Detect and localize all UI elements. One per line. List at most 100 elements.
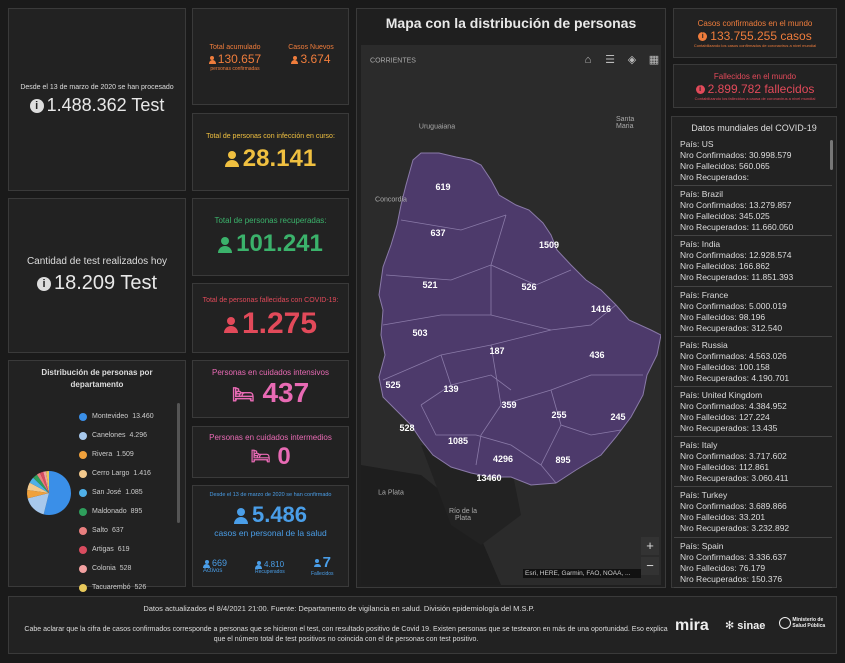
legend-label: Colonia <box>92 565 116 572</box>
intensive-care-panel: Personas en cuidados intensivos 🛏 437 <box>192 360 349 418</box>
tests-today-value-row: i 18.209 Test <box>36 272 157 295</box>
legend-dot <box>79 412 87 421</box>
pie-slice[interactable] <box>43 471 49 493</box>
legend-value: 4.296 <box>129 432 147 439</box>
zoom-in-button[interactable]: + <box>641 537 659 555</box>
legend-item[interactable]: Artigas 619 <box>79 540 175 559</box>
pie-slice[interactable] <box>27 493 49 515</box>
dept-value-label[interactable]: 4296 <box>492 454 514 464</box>
pie-slice[interactable] <box>33 474 49 493</box>
pie-slice[interactable] <box>46 471 49 493</box>
place-label: CORRIENTES <box>370 57 416 65</box>
world-country-fall: Nro Fallecidos: 112.861 <box>680 462 770 473</box>
dept-value-label[interactable]: 1416 <box>590 304 612 314</box>
world-confirmed-sub: Contabilizando los casos confirmados de … <box>693 42 817 48</box>
legend-item[interactable]: Rivera 1.509 <box>79 445 175 464</box>
zoom-out-button[interactable]: − <box>641 557 659 575</box>
legend-item[interactable]: Maldonado 895 <box>79 502 175 521</box>
legend-dot <box>79 431 87 440</box>
dept-value-label[interactable]: 187 <box>489 346 505 356</box>
dept-value-label[interactable]: 359 <box>501 400 517 410</box>
dept-value-label[interactable]: 521 <box>422 280 438 290</box>
dept-value-label[interactable]: 245 <box>610 412 626 422</box>
world-country-conf: Nro Confirmados: 3.689.866 <box>680 501 787 512</box>
world-country-conf: Nro Confirmados: 4.384.952 <box>680 400 787 411</box>
distribution-pie-chart <box>27 471 71 515</box>
basemap-icon[interactable]: ▦ <box>648 54 660 66</box>
map-view[interactable]: CORRIENTES Uruguaiana Santa Maria Concor… <box>361 45 661 585</box>
dept-value-label[interactable]: 528 <box>399 423 415 433</box>
world-country-item[interactable]: País: India Nro Confirmados: 12.928.574 Nr… <box>674 236 832 287</box>
dept-value-label[interactable]: 13460 <box>476 473 502 483</box>
legend-item[interactable]: Canelones 4.296 <box>79 426 175 445</box>
distribution-scrollbar[interactable] <box>177 403 180 523</box>
world-country-rec: Nro Recuperados: 3.232.892 <box>680 523 790 534</box>
pie-slice[interactable] <box>40 471 49 493</box>
world-country-rec: Nro Recuperados: 312.540 <box>680 322 783 333</box>
intensive-care-value: 437 <box>262 377 310 409</box>
legend-label: Cerro Largo <box>92 470 130 477</box>
legend-value: 619 <box>117 546 130 553</box>
place-label: Río de la Plata <box>448 508 478 522</box>
dept-value-label[interactable]: 503 <box>412 328 428 338</box>
dept-value-label[interactable]: 895 <box>555 455 571 465</box>
world-country-item[interactable]: País: Turkey Nro Confirmados: 3.689.866 Nr… <box>674 487 832 538</box>
health-staff-recovered: 4.810 Recuperados <box>255 560 285 575</box>
intermediate-care-panel: Personas en cuidados intermedios 🛏 0 <box>192 426 349 478</box>
legend-item[interactable]: Tacuarembó 526 <box>79 578 175 597</box>
list-icon[interactable]: ☰ <box>605 54 615 66</box>
dept-value-label[interactable]: 525 <box>385 380 401 390</box>
home-icon[interactable]: ⌂ <box>584 54 592 66</box>
world-list-scrollbar[interactable] <box>830 140 833 170</box>
deaths-value-row: 1.275 <box>223 307 317 341</box>
sinae-logo-text: sinae <box>737 620 766 632</box>
legend-item[interactable]: Montevideo 13.460 <box>79 407 175 426</box>
health-staff-recovered-label: Recuperados <box>255 569 285 575</box>
dept-value-label[interactable]: 436 <box>589 350 605 360</box>
layers-icon[interactable]: ◈ <box>627 54 637 66</box>
dept-value-label[interactable]: 619 <box>435 182 451 192</box>
world-list[interactable]: País: US Nro Confirmados: 30.998.579 Nro F… <box>674 136 832 588</box>
intermediate-care-value-row: 🛏 0 <box>250 443 290 472</box>
dept-value-label[interactable]: 1085 <box>447 436 469 446</box>
place-label: La Plata <box>378 489 404 497</box>
world-country-item[interactable]: País: France Nro Confirmados: 5.000.019 Nr… <box>674 287 832 337</box>
dept-value-label[interactable]: 1509 <box>538 240 560 250</box>
legend-item[interactable]: Cerro Largo 1.416 <box>79 464 175 483</box>
pie-slice[interactable] <box>27 482 49 493</box>
legend-item[interactable]: San José 1.085 <box>79 483 175 502</box>
active-value-row: 28.141 <box>224 144 317 173</box>
world-country-item[interactable]: País: US Nro Confirmados: 30.998.579 Nro F… <box>674 136 832 187</box>
sinae-mark-icon: ✻ <box>725 620 735 632</box>
legend-item[interactable]: Colonia 528 <box>79 559 175 578</box>
new-cases-value-row: 3.674 <box>281 52 341 66</box>
pie-slice[interactable] <box>27 490 49 499</box>
world-country-item[interactable]: País: Brazil Nro Confirmados: 13.279.857 N… <box>674 186 832 237</box>
legend-item[interactable]: Salto 637 <box>79 521 175 540</box>
legend-value: 528 <box>119 565 132 572</box>
health-staff-panel: Desde el 13 de marzo de 2020 se han conf… <box>192 485 349 587</box>
world-country-item[interactable]: País: Italy Nro Confirmados: 3.717.602 Nro… <box>674 437 832 488</box>
world-country-conf: Nro Confirmados: 30.998.579 <box>680 150 792 160</box>
pie-slice[interactable] <box>29 477 49 493</box>
footer-panel: Datos actualizados el 8/4/2021 21:00. Fu… <box>8 596 837 654</box>
world-country-item[interactable]: País: United Kingdom Nro Confirmados: 4.3… <box>674 387 832 438</box>
dept-value-label[interactable]: 255 <box>551 410 567 420</box>
world-country-item[interactable]: País: Spain Nro Confirmados: 3.336.637 Nro… <box>674 538 832 588</box>
health-staff-caption: Desde el 13 de marzo de 2020 se han conf… <box>209 492 332 498</box>
active-value: 28.141 <box>242 144 317 172</box>
dept-value-label[interactable]: 139 <box>443 384 459 394</box>
health-staff-active-label: Activos <box>203 568 223 574</box>
tests-today-caption: Cantidad de test realizados hoy <box>26 256 168 267</box>
world-confirmed-label: Casos confirmados en el mundo <box>697 18 813 28</box>
world-country-item[interactable]: País: Russia Nro Confirmados: 4.563.026 Nr… <box>674 337 832 387</box>
pie-slice[interactable] <box>36 472 49 493</box>
legend-value: 895 <box>130 508 143 515</box>
recovered-value: 101.241 <box>236 230 323 257</box>
dept-value-label[interactable]: 637 <box>430 228 446 238</box>
pie-slice[interactable] <box>43 471 71 515</box>
dept-value-label[interactable]: 526 <box>521 282 537 292</box>
health-staff-value-row: 5.486 <box>193 502 348 528</box>
legend-label: Montevideo <box>92 413 129 420</box>
world-country-fall: Nro Fallecidos: 127.224 <box>680 411 770 422</box>
